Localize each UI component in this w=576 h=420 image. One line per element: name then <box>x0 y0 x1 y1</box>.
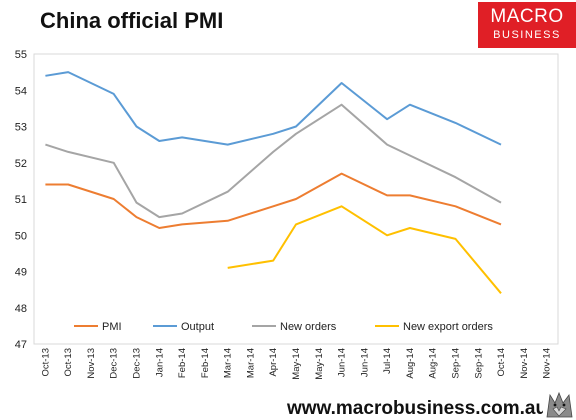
x-tick-label: Feb-14 <box>177 348 188 378</box>
series-line-pmi <box>45 172 502 229</box>
x-tick-label: May-14 <box>314 348 325 380</box>
x-axis: Oct-13 Oct-13 Nov-13 Dec-13 Dec-13 Jan-14 Feb-… <box>40 348 552 380</box>
x-tick-label: Dec-13 <box>109 348 120 379</box>
y-tick-label: 49 <box>15 267 27 279</box>
macrobusiness-logo: MACRO BUSINESS <box>478 2 576 48</box>
y-tick-label: 48 <box>15 303 27 315</box>
x-tick-label: Mar-14 <box>245 348 256 378</box>
x-tick-label: Aug-14 <box>405 348 416 379</box>
chart-title: China official PMI <box>40 8 224 33</box>
wolf-logo-icon <box>543 387 576 420</box>
series-line-new-export-orders <box>227 205 502 294</box>
y-axis: 47 48 49 50 51 52 53 54 55 <box>15 49 27 351</box>
x-tick-label: Oct-13 <box>40 348 51 377</box>
x-tick-label: Aug-14 <box>428 348 439 379</box>
y-tick-label: 52 <box>15 158 27 170</box>
x-tick-label: Dec-13 <box>132 348 143 379</box>
x-tick-label: Nov-14 <box>519 348 530 379</box>
x-tick-label: Nov-13 <box>86 348 97 379</box>
website-url: www.macrobusiness.com.au <box>287 398 548 419</box>
x-tick-label: Oct-13 <box>63 348 74 377</box>
legend-label-new-orders: New orders <box>280 321 337 333</box>
x-tick-label: Jan-14 <box>154 348 165 377</box>
x-tick-label: Sep-14 <box>473 348 484 379</box>
y-tick-label: 55 <box>15 49 27 61</box>
x-tick-label: Jun-14 <box>359 348 370 377</box>
x-tick-label: Jun-14 <box>337 348 348 377</box>
y-tick-label: 54 <box>15 85 27 97</box>
y-tick-label: 47 <box>15 339 27 351</box>
legend-label-new-export-orders: New export orders <box>403 321 493 333</box>
series-line-new-orders <box>45 103 502 219</box>
x-tick-label: Oct-14 <box>496 348 507 377</box>
legend-label-output: Output <box>181 321 214 333</box>
y-tick-label: 51 <box>15 194 27 206</box>
x-tick-label: Jul-14 <box>382 348 393 374</box>
x-tick-label: Mar-14 <box>223 348 234 378</box>
x-tick-label: Nov-14 <box>542 348 553 379</box>
logo-line-1: MACRO <box>490 6 564 27</box>
y-tick-label: 53 <box>15 122 27 134</box>
y-tick-label: 50 <box>15 230 27 242</box>
legend-label-pmi: PMI <box>102 321 122 333</box>
x-tick-label: Feb-14 <box>200 348 211 378</box>
logo-line-2: BUSINESS <box>493 29 561 41</box>
x-tick-label: May-14 <box>291 348 302 380</box>
x-tick-label: Apr-14 <box>268 348 279 377</box>
series-lines <box>45 71 502 294</box>
x-tick-label: Sep-14 <box>450 348 461 379</box>
series-line-output <box>45 71 502 146</box>
legend: PMI Output New orders New export orders <box>74 321 493 333</box>
